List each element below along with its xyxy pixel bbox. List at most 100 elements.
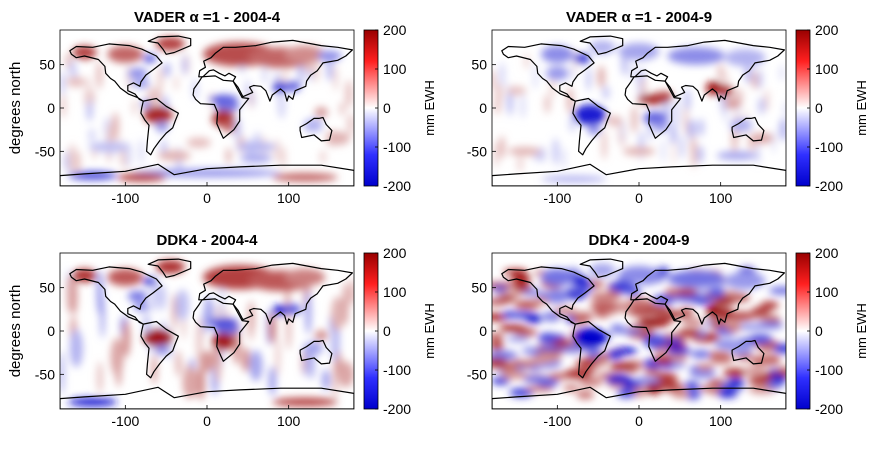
anomaly-blob bbox=[107, 45, 144, 63]
anomaly-stripe bbox=[570, 63, 575, 82]
anomaly-stripe bbox=[698, 118, 704, 137]
anomaly-stripe bbox=[661, 138, 666, 164]
anomaly-cell bbox=[743, 365, 766, 376]
anomaly-cell bbox=[513, 282, 532, 292]
anomaly-stripe bbox=[174, 75, 179, 91]
anomaly-cell bbox=[670, 354, 688, 362]
x-tick-label: 0 bbox=[635, 413, 643, 429]
coastline bbox=[198, 262, 353, 325]
anomaly-stripe bbox=[566, 86, 574, 114]
anomaly-stripe bbox=[757, 97, 765, 115]
map-svg: -100 0 100 50 0 -50 VADER α =1 - 2004-9 200 100 0… bbox=[467, 9, 869, 206]
anomaly-blob bbox=[133, 79, 150, 89]
anomaly-cell bbox=[492, 332, 504, 342]
anomaly-cell bbox=[553, 307, 577, 315]
anomaly-blob bbox=[272, 82, 289, 93]
anomaly-field bbox=[60, 259, 354, 407]
anomaly-stripe bbox=[60, 351, 65, 395]
coastlines bbox=[492, 258, 786, 409]
anomaly-cell bbox=[770, 374, 786, 383]
anomaly-stripe bbox=[647, 121, 655, 141]
anomaly-cell bbox=[684, 380, 700, 390]
anomaly-cell bbox=[626, 308, 653, 316]
colorbar-tick-label: 100 bbox=[383, 61, 407, 77]
anomaly-blob bbox=[325, 131, 350, 146]
y-tick-label: -50 bbox=[35, 143, 55, 159]
anomaly-stripe bbox=[139, 138, 143, 165]
anomaly-stripe bbox=[87, 76, 91, 107]
anomaly-stripe bbox=[277, 89, 286, 120]
anomaly-blob bbox=[88, 141, 130, 153]
anomaly-stripe bbox=[684, 88, 691, 112]
anomaly-blob bbox=[716, 307, 733, 320]
anomaly-stripe bbox=[261, 66, 268, 85]
anomaly-cell bbox=[643, 368, 660, 376]
anomaly-stripe bbox=[126, 63, 131, 92]
coastline bbox=[731, 116, 765, 142]
anomaly-stripe bbox=[234, 116, 241, 141]
anomaly-stripe bbox=[552, 138, 559, 166]
anomaly-blob bbox=[186, 137, 212, 148]
colorbar-tick-label: 0 bbox=[383, 323, 391, 339]
anomaly-stripe bbox=[275, 336, 280, 377]
anomaly-stripe bbox=[586, 67, 591, 92]
anomaly-stripe bbox=[751, 71, 759, 90]
anomaly-cell bbox=[617, 328, 644, 335]
anomaly-stripe bbox=[61, 93, 66, 119]
panel-title: VADER α =1 - 2004-9 bbox=[566, 9, 712, 26]
anomaly-stripe bbox=[191, 78, 199, 101]
anomaly-stripe bbox=[672, 97, 681, 129]
coastline bbox=[492, 163, 786, 186]
anomaly-cell bbox=[525, 385, 555, 392]
anomaly-cell bbox=[760, 359, 775, 367]
anomaly-stripe bbox=[268, 313, 277, 344]
anomaly-stripe bbox=[97, 361, 103, 394]
x-tick-label: -100 bbox=[543, 190, 571, 206]
anomaly-cell bbox=[713, 296, 737, 305]
colorbar-tick-label: 100 bbox=[815, 61, 839, 77]
anomaly-stripe bbox=[334, 65, 338, 92]
colorbar-label: mm EWH bbox=[854, 80, 869, 136]
anomaly-cell bbox=[723, 290, 741, 298]
anomaly-blob bbox=[724, 49, 766, 67]
anomaly-blob bbox=[107, 268, 144, 286]
anomaly-blob bbox=[158, 150, 191, 161]
colorbar-tick-label: -100 bbox=[383, 362, 411, 378]
anomaly-stripe bbox=[75, 150, 81, 177]
coastline bbox=[624, 75, 682, 139]
anomaly-stripe bbox=[122, 320, 131, 358]
y-tick-label: 0 bbox=[47, 323, 55, 339]
anomaly-stripe bbox=[83, 88, 88, 106]
panel-title: DDK4 - 2004-9 bbox=[589, 232, 690, 249]
anomaly-blob bbox=[729, 341, 753, 356]
anomaly-stripe bbox=[494, 95, 501, 115]
anomaly-stripe bbox=[691, 139, 697, 169]
anomaly-cell bbox=[772, 343, 786, 354]
anomaly-stripe bbox=[157, 66, 164, 92]
map-svg: -100 0 100 50 0 -50 DDK4 - 2004-4 degrees north… bbox=[7, 232, 437, 429]
anomaly-cell bbox=[748, 375, 774, 386]
anomaly-blob bbox=[175, 289, 190, 321]
coastlines bbox=[60, 258, 354, 409]
anomaly-blob bbox=[127, 68, 148, 79]
anomaly-cell bbox=[502, 310, 517, 319]
colorbar-tick-label: 100 bbox=[815, 284, 839, 300]
anomaly-blob bbox=[222, 121, 236, 133]
anomaly-blob bbox=[653, 91, 674, 101]
anomaly-stripe bbox=[163, 62, 171, 78]
anomaly-blob bbox=[66, 76, 87, 88]
anomaly-stripe bbox=[569, 114, 576, 133]
coastline bbox=[198, 39, 353, 102]
anomaly-cell bbox=[710, 356, 734, 365]
anomaly-blob bbox=[587, 347, 601, 358]
y-tick-label: 50 bbox=[471, 280, 487, 296]
anomaly-stripe bbox=[308, 347, 315, 380]
colorbar-label: mm EWH bbox=[422, 80, 437, 136]
anomaly-blob bbox=[68, 171, 118, 180]
anomaly-stripe bbox=[498, 135, 506, 159]
anomaly-cell bbox=[652, 294, 676, 305]
anomaly-blob bbox=[272, 305, 289, 316]
anomaly-stripe bbox=[765, 89, 769, 112]
anomaly-stripe bbox=[620, 119, 626, 143]
colorbar-tick-label: -200 bbox=[815, 178, 843, 194]
